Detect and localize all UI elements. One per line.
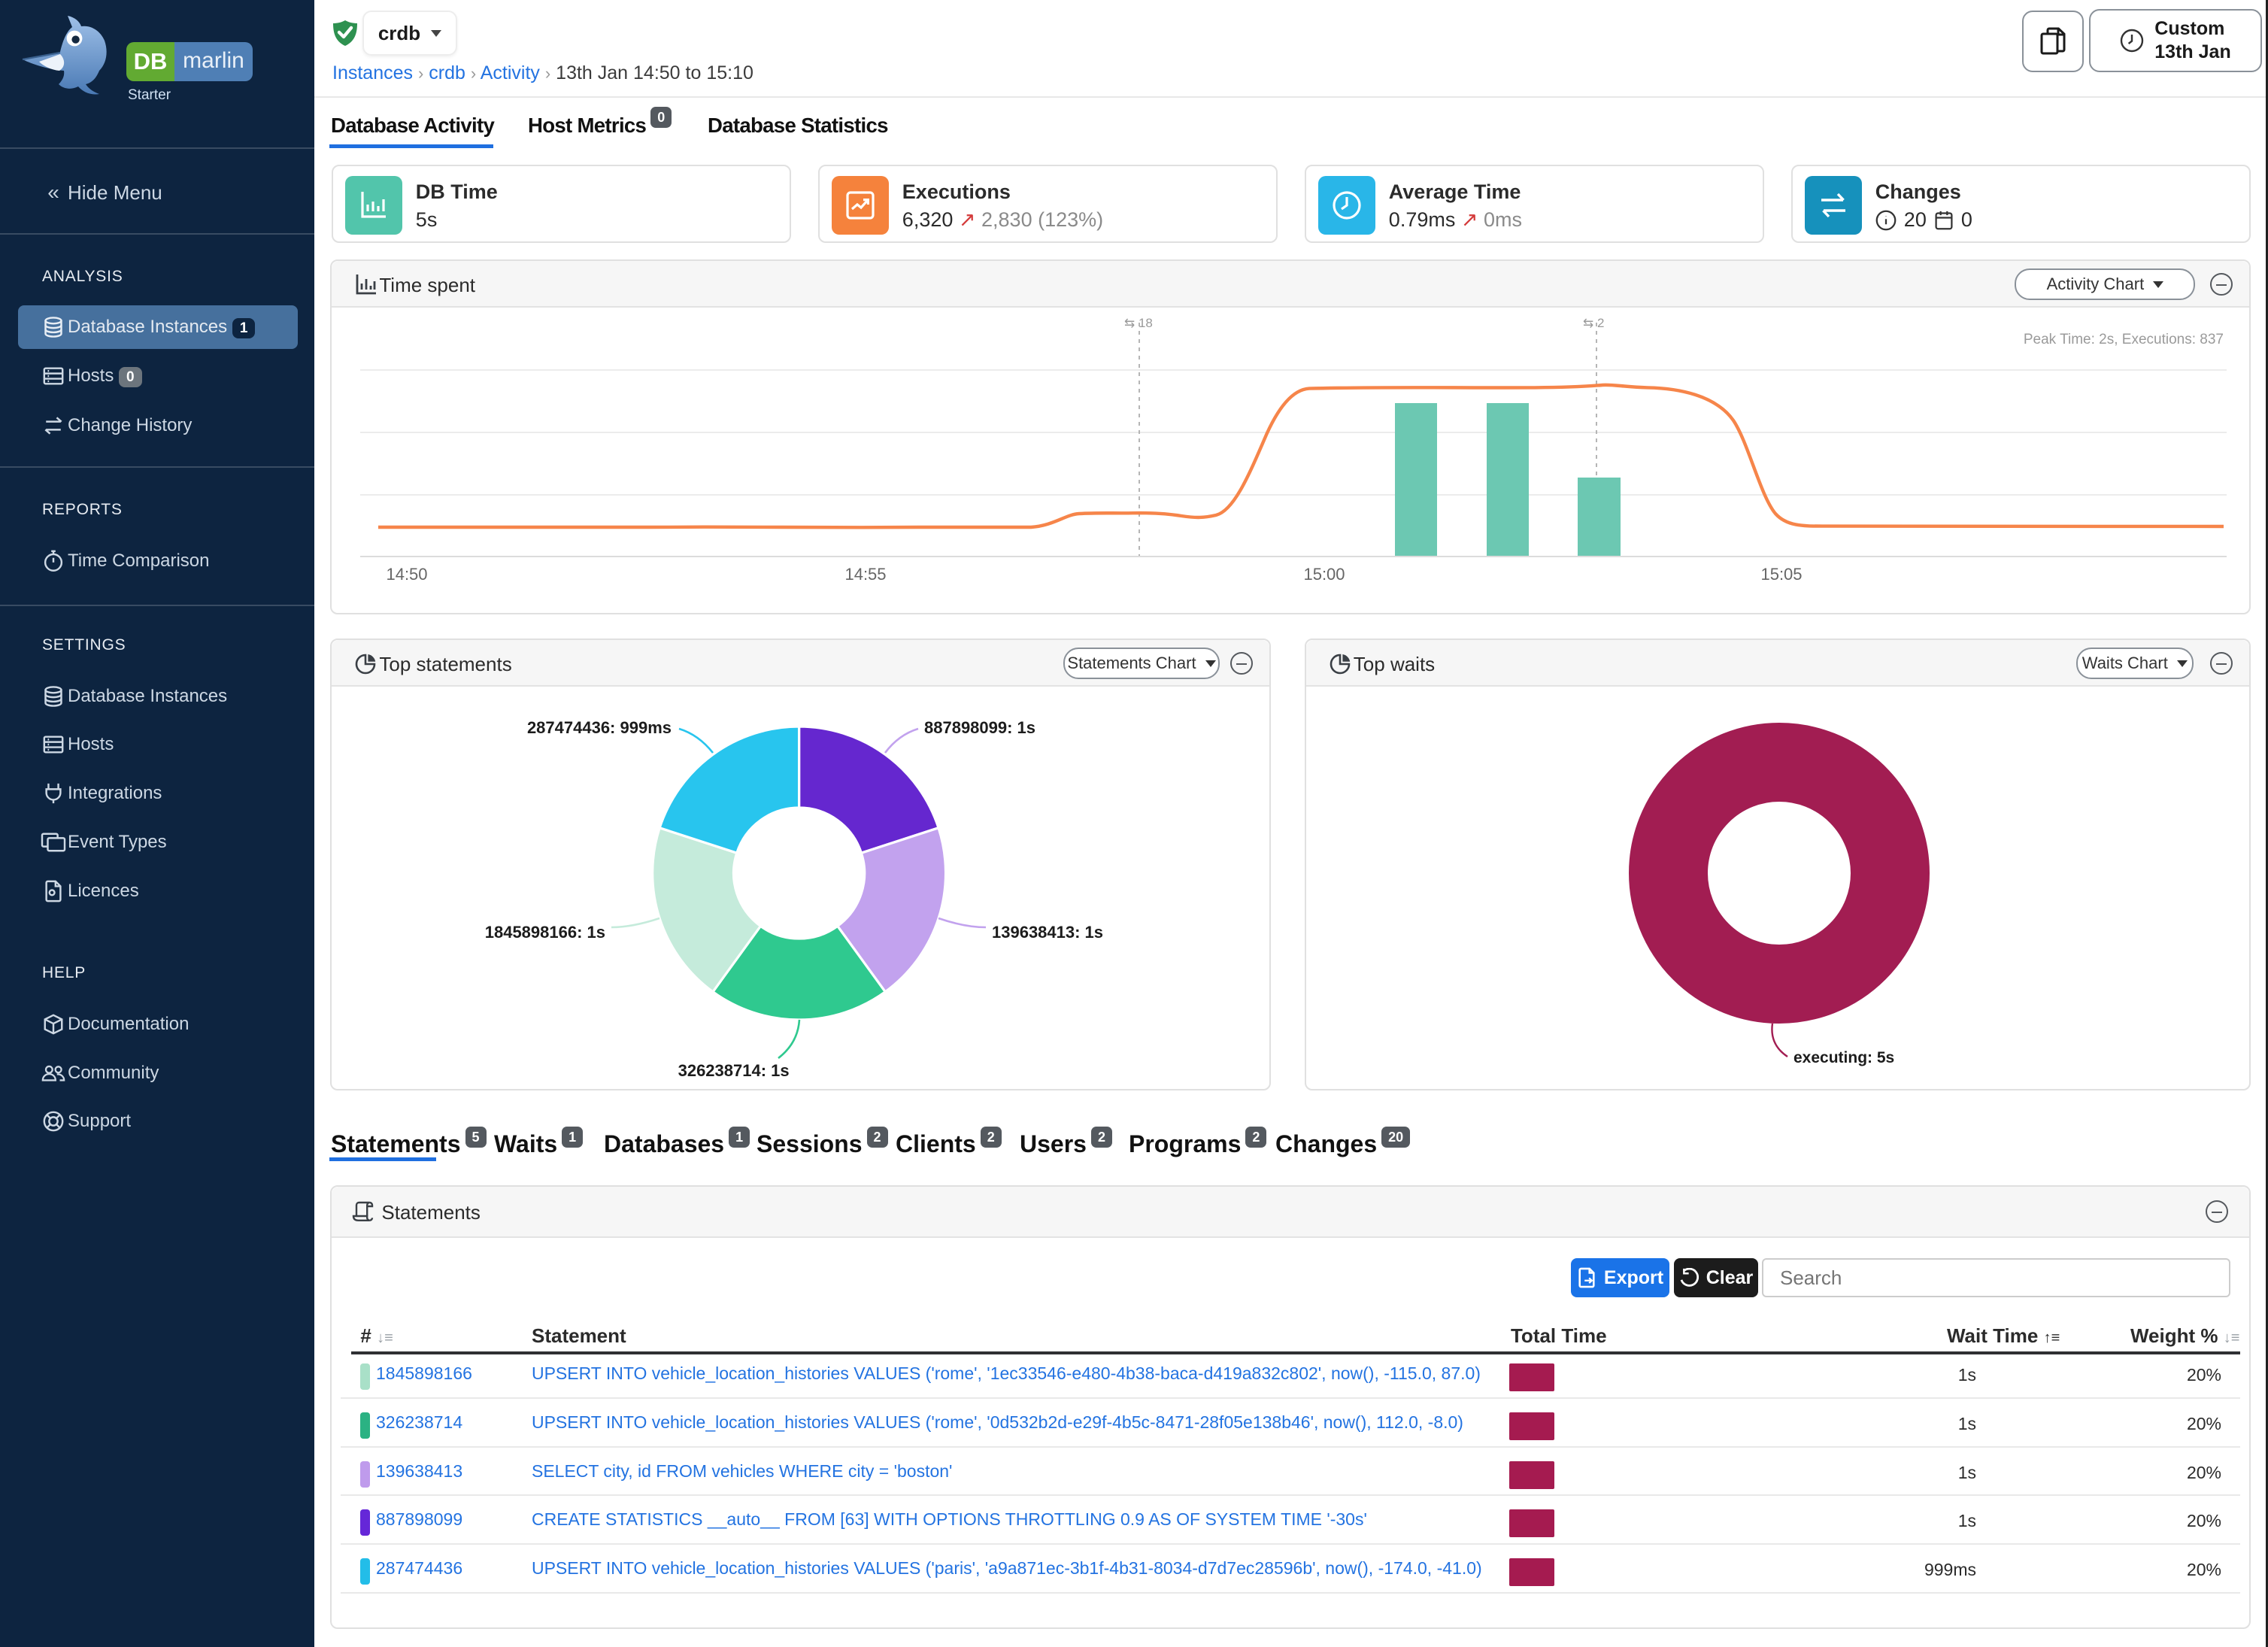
svg-text:326238714: 1s: 326238714: 1s <box>678 1061 790 1080</box>
svg-text:887898099: 1s: 887898099: 1s <box>924 718 1035 737</box>
svg-text:287474436: 999ms: 287474436: 999ms <box>527 718 672 737</box>
svg-text:⇆ 2: ⇆ 2 <box>1583 316 1604 330</box>
svg-text:139638413: 1s: 139638413: 1s <box>992 923 1103 942</box>
svg-text:15:00: 15:00 <box>1304 565 1345 584</box>
svg-text:executing: 5s: executing: 5s <box>1793 1049 1894 1066</box>
svg-text:Peak Time: 2s, Executions: 837: Peak Time: 2s, Executions: 837 <box>2024 332 2224 347</box>
svg-text:14:55: 14:55 <box>845 565 887 584</box>
svg-text:⇆ 18: ⇆ 18 <box>1124 316 1153 330</box>
svg-text:15:05: 15:05 <box>1761 565 1803 584</box>
svg-text:14:50: 14:50 <box>387 565 428 584</box>
svg-text:1845898166: 1s: 1845898166: 1s <box>485 923 605 942</box>
